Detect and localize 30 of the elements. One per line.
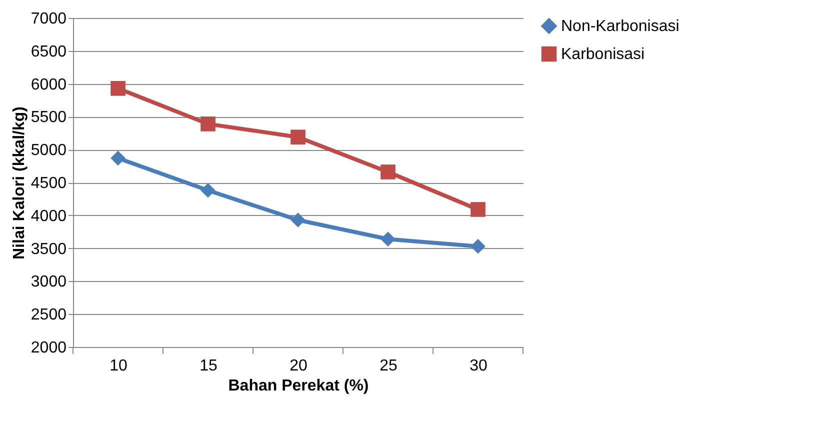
x-tick-label: 25	[380, 358, 398, 374]
point	[290, 130, 306, 145]
point	[380, 164, 396, 180]
point	[110, 80, 126, 96]
point	[200, 182, 216, 198]
y-tick-label: 2000	[30, 340, 67, 356]
legend-label: Non-Karbonisasi	[561, 18, 680, 35]
y-tick-label: 5500	[30, 109, 67, 126]
y-tick-label: 7000	[30, 10, 67, 28]
y-tick-label: 4500	[30, 175, 67, 192]
point	[290, 212, 306, 228]
x-tick-label: 10	[110, 358, 128, 374]
point	[470, 238, 486, 254]
y-tick-label: 2500	[30, 306, 67, 324]
x-axis-title: Bahan Perekat (%)	[228, 378, 369, 394]
y-axis-title: Nilai Kalori (kkal/kg)	[10, 106, 28, 260]
legend-label: Karbonisasi	[561, 46, 645, 63]
point	[470, 202, 486, 217]
y-tick-label: 3500	[30, 240, 67, 258]
y-tick-label: 6500	[30, 43, 67, 60]
x-tick-label: 30	[470, 358, 488, 374]
y-tick-label: 6000	[30, 76, 67, 94]
point	[110, 150, 126, 166]
y-tick-label: 5000	[30, 142, 67, 160]
point	[200, 116, 216, 132]
x-tick-label: 15	[200, 358, 218, 374]
point	[380, 232, 396, 247]
y-tick-label: 3000	[30, 274, 67, 291]
y-tick-label: 4000	[30, 208, 67, 225]
x-tick-label: 20	[290, 358, 308, 374]
